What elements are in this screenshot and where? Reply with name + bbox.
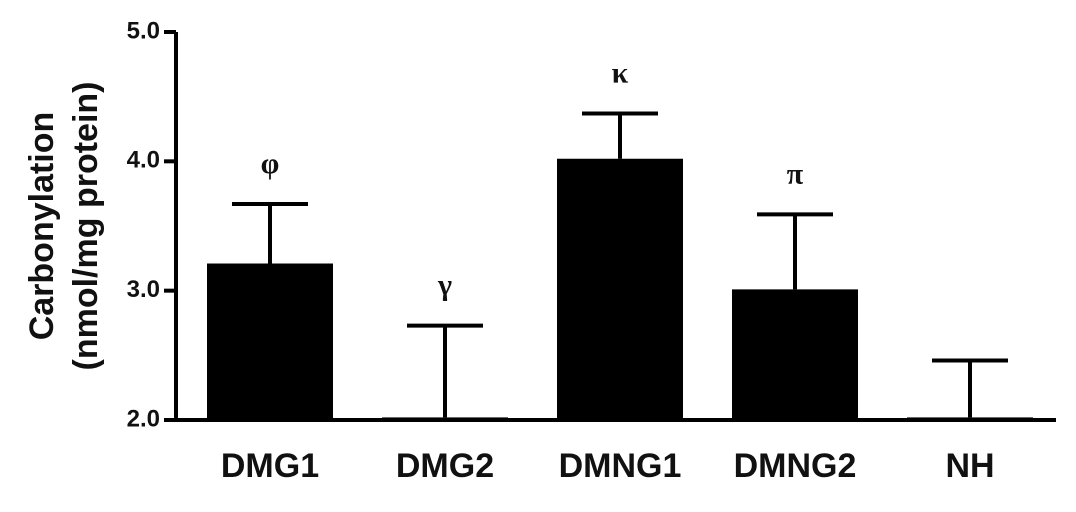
y-tick-label: 4.0 xyxy=(127,147,160,174)
bar xyxy=(557,158,683,420)
x-tick-label: DMG1 xyxy=(221,447,319,485)
x-tick-label: DMNG2 xyxy=(734,447,857,485)
y-tick-label: 2.0 xyxy=(127,405,160,432)
annotation: γ xyxy=(437,268,452,301)
y-axis-label: (nmol/mg protein) xyxy=(67,82,105,371)
y-tick-label: 5.0 xyxy=(127,17,160,44)
x-tick-label: NH xyxy=(945,447,994,485)
bar xyxy=(207,263,333,420)
annotation: κ xyxy=(612,56,629,89)
bar xyxy=(907,417,1033,420)
bar xyxy=(732,289,858,420)
y-axis-label: Carbonylation xyxy=(23,112,61,341)
annotation: φ xyxy=(261,147,280,180)
bar xyxy=(382,417,508,420)
y-tick-label: 3.0 xyxy=(127,276,160,303)
x-tick-label: DMG2 xyxy=(396,447,494,485)
annotation: π xyxy=(787,157,804,190)
x-tick-label: DMNG1 xyxy=(559,447,682,485)
